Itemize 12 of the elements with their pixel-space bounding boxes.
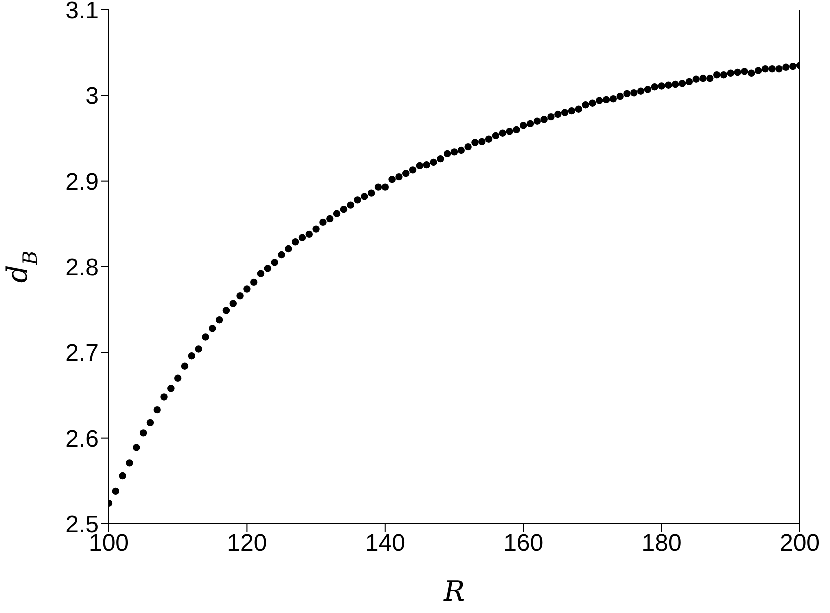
x-tick-label: 140 [365,530,406,558]
y-tick-label: 2.8 [66,254,99,282]
y-tick-label: 2.9 [66,168,99,196]
x-tick-label: 120 [227,530,268,558]
x-tick-label: 180 [642,530,682,558]
y-tick-label: 3.1 [66,0,99,25]
x-tick-label: 160 [504,530,544,558]
y-tick-label: 2.6 [66,426,99,453]
x-axis-title: R [442,575,466,608]
y-tick-label: 3 [86,83,99,110]
x-tick-label: 200 [780,530,820,558]
y-tick-label: 2.7 [66,340,99,368]
